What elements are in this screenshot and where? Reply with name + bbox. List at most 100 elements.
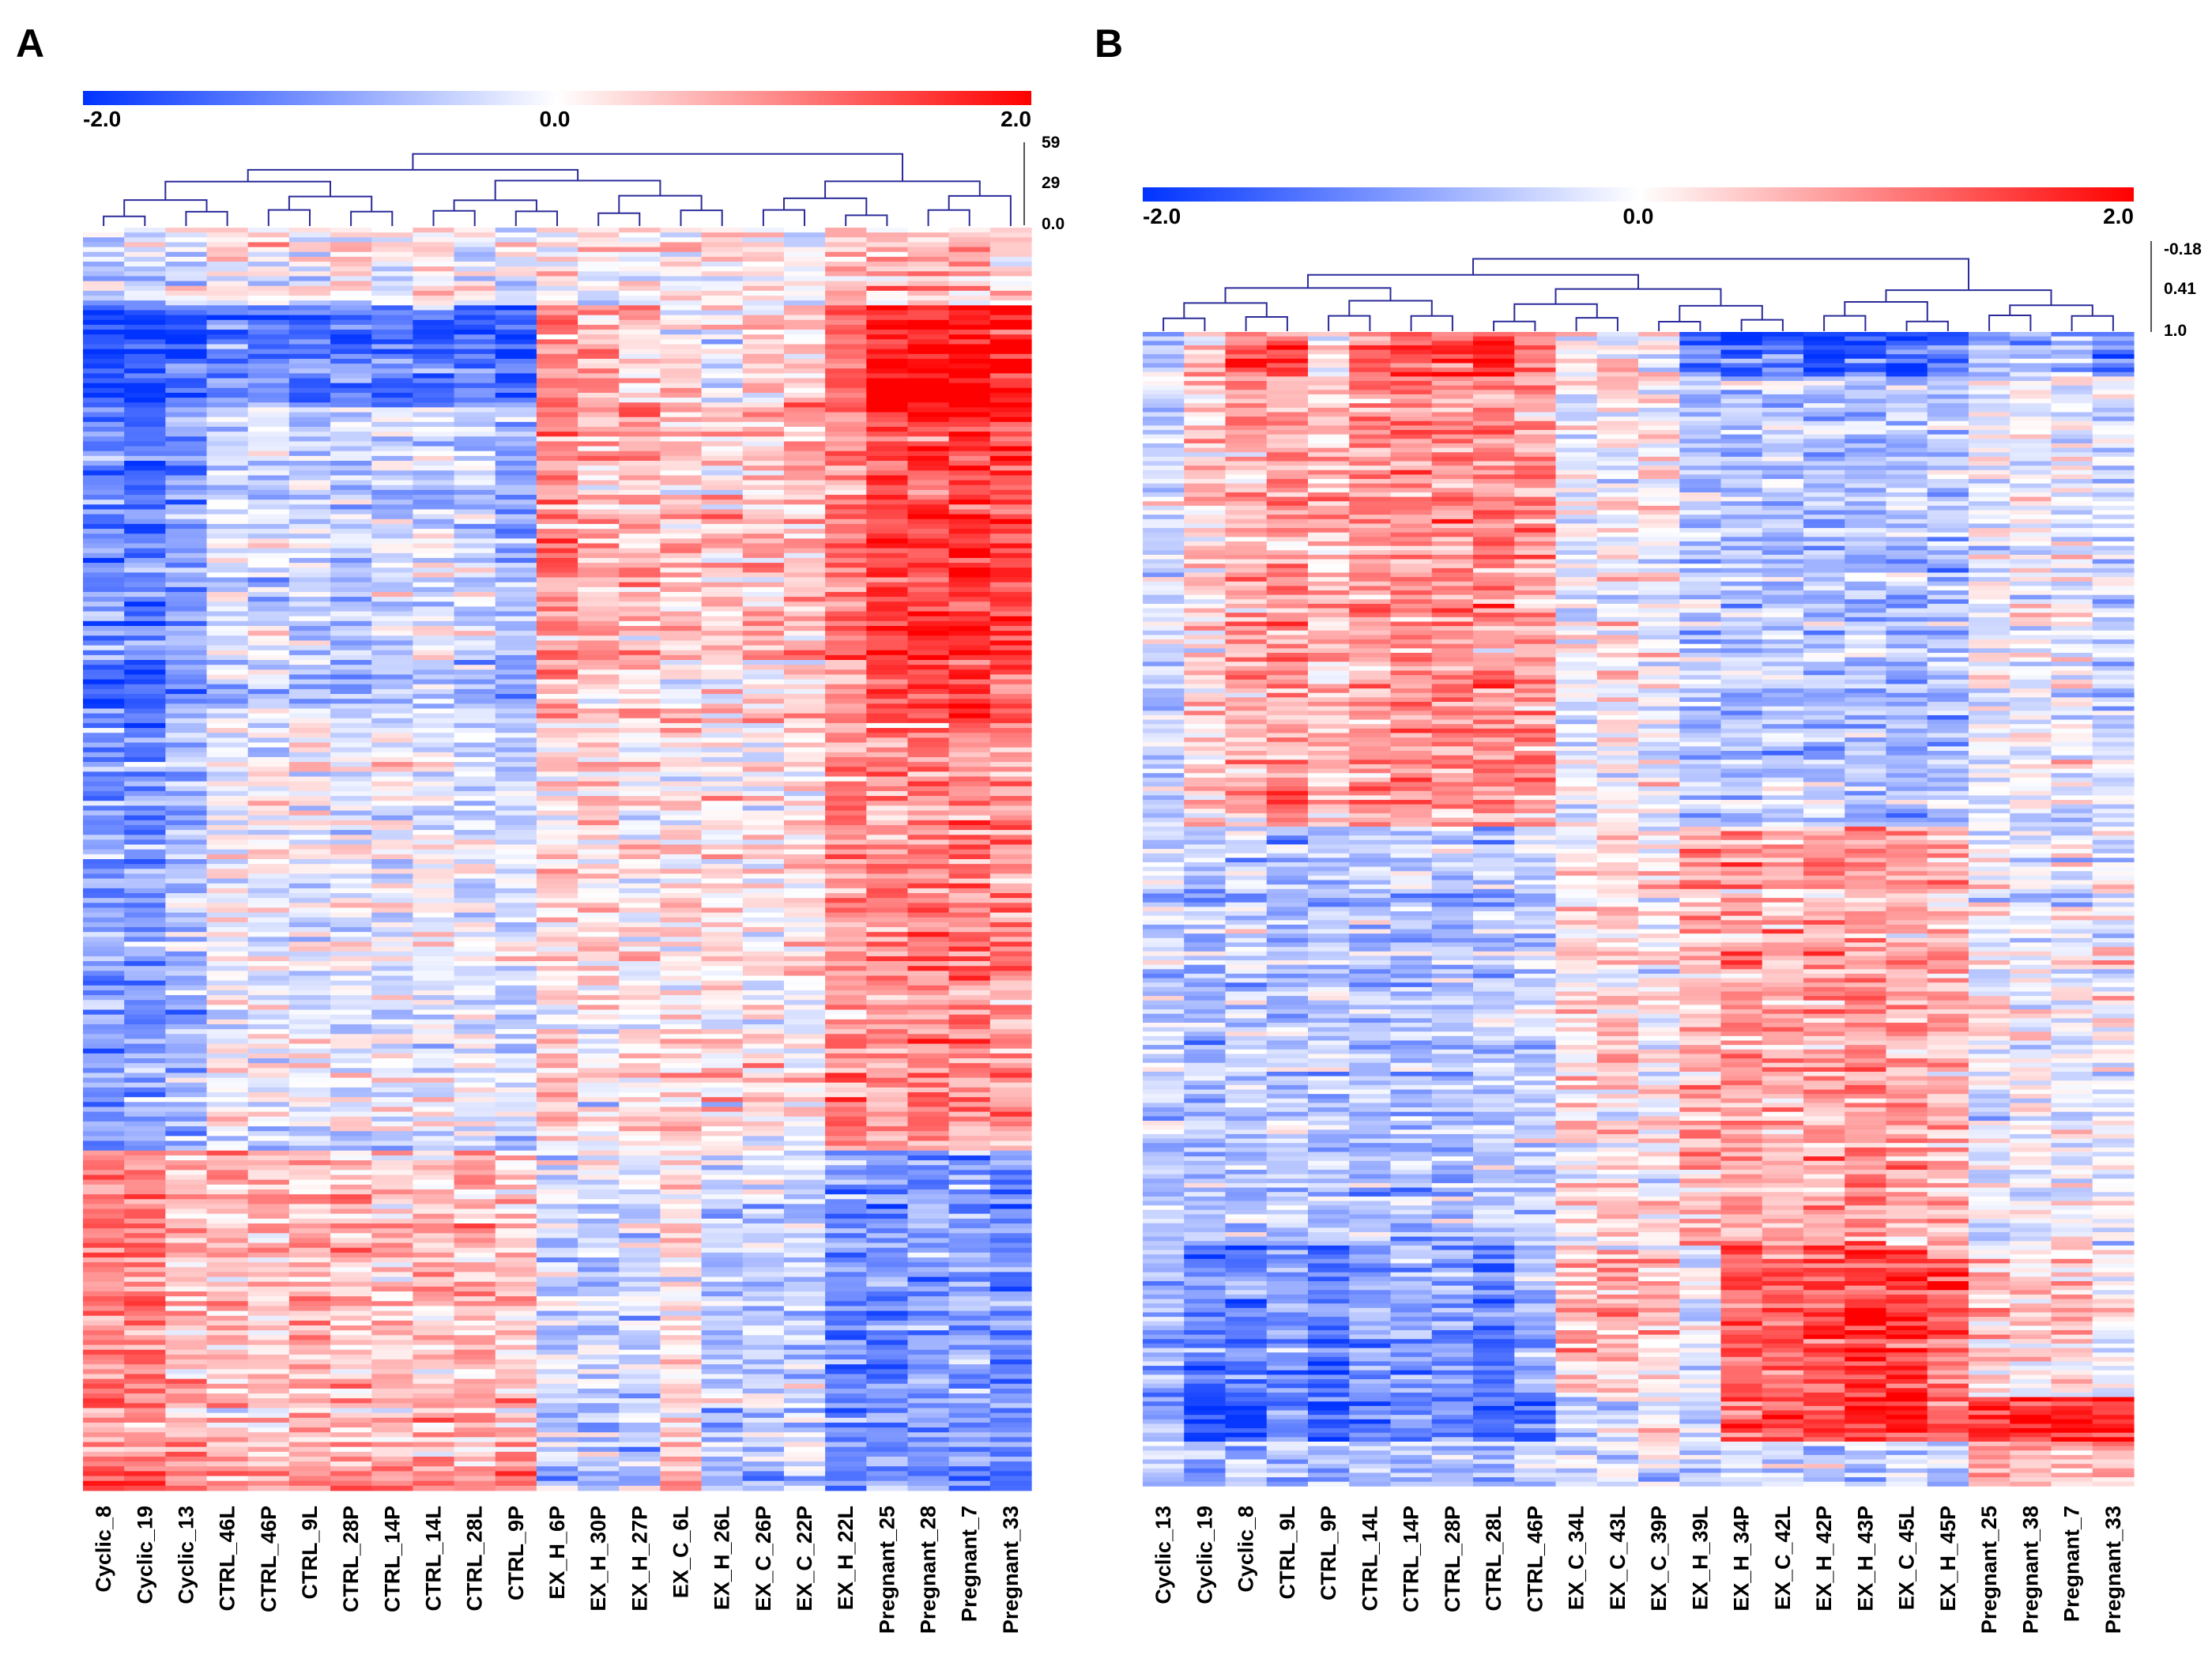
heatmap-cell <box>413 276 455 282</box>
heatmap-cell <box>825 980 867 986</box>
heatmap-cell <box>454 966 496 971</box>
heatmap-cell <box>619 688 661 695</box>
heatmap-cell <box>619 810 661 816</box>
heatmap-cell <box>454 869 496 874</box>
heatmap-cell <box>907 1199 950 1205</box>
heatmap-cell <box>330 1048 372 1054</box>
heatmap-cell <box>454 339 496 345</box>
heatmap-cell <box>619 552 661 559</box>
heatmap-cell <box>989 830 1032 835</box>
heatmap-cell <box>247 514 290 520</box>
heatmap-cell <box>206 330 249 335</box>
heatmap-cell <box>701 1238 744 1243</box>
heatmap-cell <box>660 232 703 238</box>
heatmap-cell <box>247 640 290 646</box>
heatmap-cell <box>124 1077 166 1084</box>
heatmap-cell <box>825 932 867 937</box>
heatmap-cell <box>825 232 867 238</box>
heatmap-cell <box>619 839 661 845</box>
heatmap-cell <box>83 1039 125 1044</box>
heatmap-cell <box>454 961 496 967</box>
heatmap-cell <box>701 256 744 262</box>
heatmap-cell <box>619 563 661 568</box>
heatmap-cell <box>206 946 249 952</box>
heatmap-cell <box>948 285 991 292</box>
heatmap-cell <box>742 941 785 948</box>
heatmap-cell <box>536 1150 578 1156</box>
heatmap-cell <box>660 640 703 646</box>
heatmap-cell <box>989 1233 1032 1239</box>
heatmap-cell <box>536 470 578 476</box>
heatmap-cell <box>413 771 455 777</box>
heatmap-cell <box>825 552 867 559</box>
heatmap-cell <box>288 1194 331 1200</box>
heatmap-cell <box>660 1136 703 1141</box>
heatmap-cell <box>701 358 744 364</box>
heatmap-cell <box>866 1174 909 1181</box>
heatmap-cell <box>619 1208 661 1215</box>
heatmap-cell <box>83 611 125 617</box>
heatmap-cell <box>247 373 290 379</box>
heatmap-cell <box>247 417 290 423</box>
heatmap-cell <box>330 956 372 962</box>
heatmap-cell <box>701 398 744 403</box>
heatmap-cell <box>330 319 372 326</box>
heatmap-cell <box>619 228 661 233</box>
heatmap-cell <box>413 1126 455 1132</box>
heatmap-cell <box>701 835 744 840</box>
heatmap-cell <box>619 262 661 267</box>
heatmap-cell <box>742 839 785 845</box>
heatmap-cell <box>989 1204 1032 1209</box>
heatmap-cell <box>783 1111 826 1118</box>
heatmap-cell <box>948 1179 991 1186</box>
heatmap-cell <box>330 980 372 986</box>
heatmap-cell <box>495 616 537 622</box>
heatmap-cell <box>288 1068 331 1073</box>
heatmap-cell <box>907 577 950 583</box>
heatmap-cell <box>619 1179 661 1186</box>
heatmap-cell <box>206 640 249 646</box>
heatmap-cell <box>825 392 867 398</box>
heatmap-cell <box>495 708 537 714</box>
heatmap-cell <box>783 470 826 476</box>
heatmap-cell <box>866 480 909 486</box>
heatmap-cell <box>989 290 1032 296</box>
heatmap-cell <box>783 353 826 360</box>
heatmap-cell <box>454 985 496 991</box>
heatmap-cell <box>330 398 372 403</box>
heatmap-cell <box>454 567 496 573</box>
heatmap-cell <box>413 1121 455 1127</box>
heatmap-cell <box>288 514 331 520</box>
heatmap-cell <box>288 1126 331 1132</box>
heatmap-cell <box>206 461 249 466</box>
heatmap-cell <box>454 1053 496 1059</box>
heatmap-cell <box>825 966 867 971</box>
heatmap-cell <box>454 402 496 408</box>
heatmap-cell <box>742 251 785 258</box>
heatmap-cell <box>371 844 413 850</box>
heatmap-cell <box>619 504 661 510</box>
heatmap-cell <box>742 971 785 976</box>
heatmap-cell <box>83 1238 125 1243</box>
heatmap-cell <box>247 839 290 845</box>
heatmap-cell <box>124 907 166 914</box>
heatmap-cell <box>825 1233 867 1239</box>
heatmap-cell <box>701 688 744 695</box>
heatmap-cell <box>578 893 620 899</box>
heatmap-cell <box>371 451 413 457</box>
heatmap-cell <box>206 699 249 704</box>
heatmap-cell <box>619 888 661 894</box>
heatmap-cell <box>866 927 909 933</box>
heatmap-cell <box>495 756 537 763</box>
heatmap-cell <box>83 1116 125 1122</box>
heatmap-cell <box>247 364 290 369</box>
heatmap-cell <box>124 898 166 903</box>
heatmap-cell <box>619 893 661 899</box>
heatmap-cell <box>206 688 249 695</box>
heatmap-cell <box>989 266 1032 272</box>
heatmap-cell <box>825 402 867 408</box>
heatmap-cell <box>701 1160 744 1166</box>
heatmap-cell <box>495 256 537 262</box>
heatmap-cell <box>619 344 661 350</box>
heatmap-cell <box>948 392 991 398</box>
